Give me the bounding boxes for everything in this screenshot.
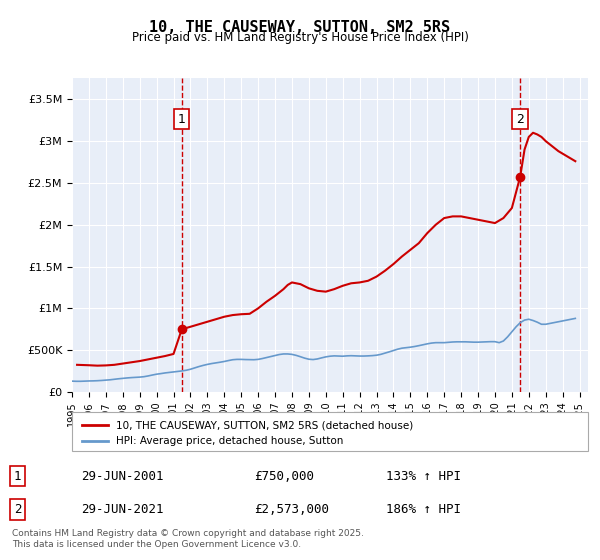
Text: 10, THE CAUSEWAY, SUTTON, SM2 5RS (detached house): 10, THE CAUSEWAY, SUTTON, SM2 5RS (detac… xyxy=(116,421,413,430)
Text: 1: 1 xyxy=(14,469,22,483)
Text: £2,573,000: £2,573,000 xyxy=(254,503,329,516)
FancyBboxPatch shape xyxy=(72,412,588,451)
Text: HPI: Average price, detached house, Sutton: HPI: Average price, detached house, Sutt… xyxy=(116,436,343,446)
Text: 29-JUN-2021: 29-JUN-2021 xyxy=(81,503,164,516)
Text: £750,000: £750,000 xyxy=(254,469,314,483)
Text: 186% ↑ HPI: 186% ↑ HPI xyxy=(386,503,461,516)
Text: 2: 2 xyxy=(516,113,524,125)
Text: 10, THE CAUSEWAY, SUTTON, SM2 5RS: 10, THE CAUSEWAY, SUTTON, SM2 5RS xyxy=(149,20,451,35)
Text: 29-JUN-2001: 29-JUN-2001 xyxy=(81,469,164,483)
Text: 1: 1 xyxy=(178,113,186,125)
Text: 2: 2 xyxy=(14,503,22,516)
Text: 133% ↑ HPI: 133% ↑ HPI xyxy=(386,469,461,483)
Text: Contains HM Land Registry data © Crown copyright and database right 2025.
This d: Contains HM Land Registry data © Crown c… xyxy=(12,529,364,549)
Text: Price paid vs. HM Land Registry's House Price Index (HPI): Price paid vs. HM Land Registry's House … xyxy=(131,31,469,44)
